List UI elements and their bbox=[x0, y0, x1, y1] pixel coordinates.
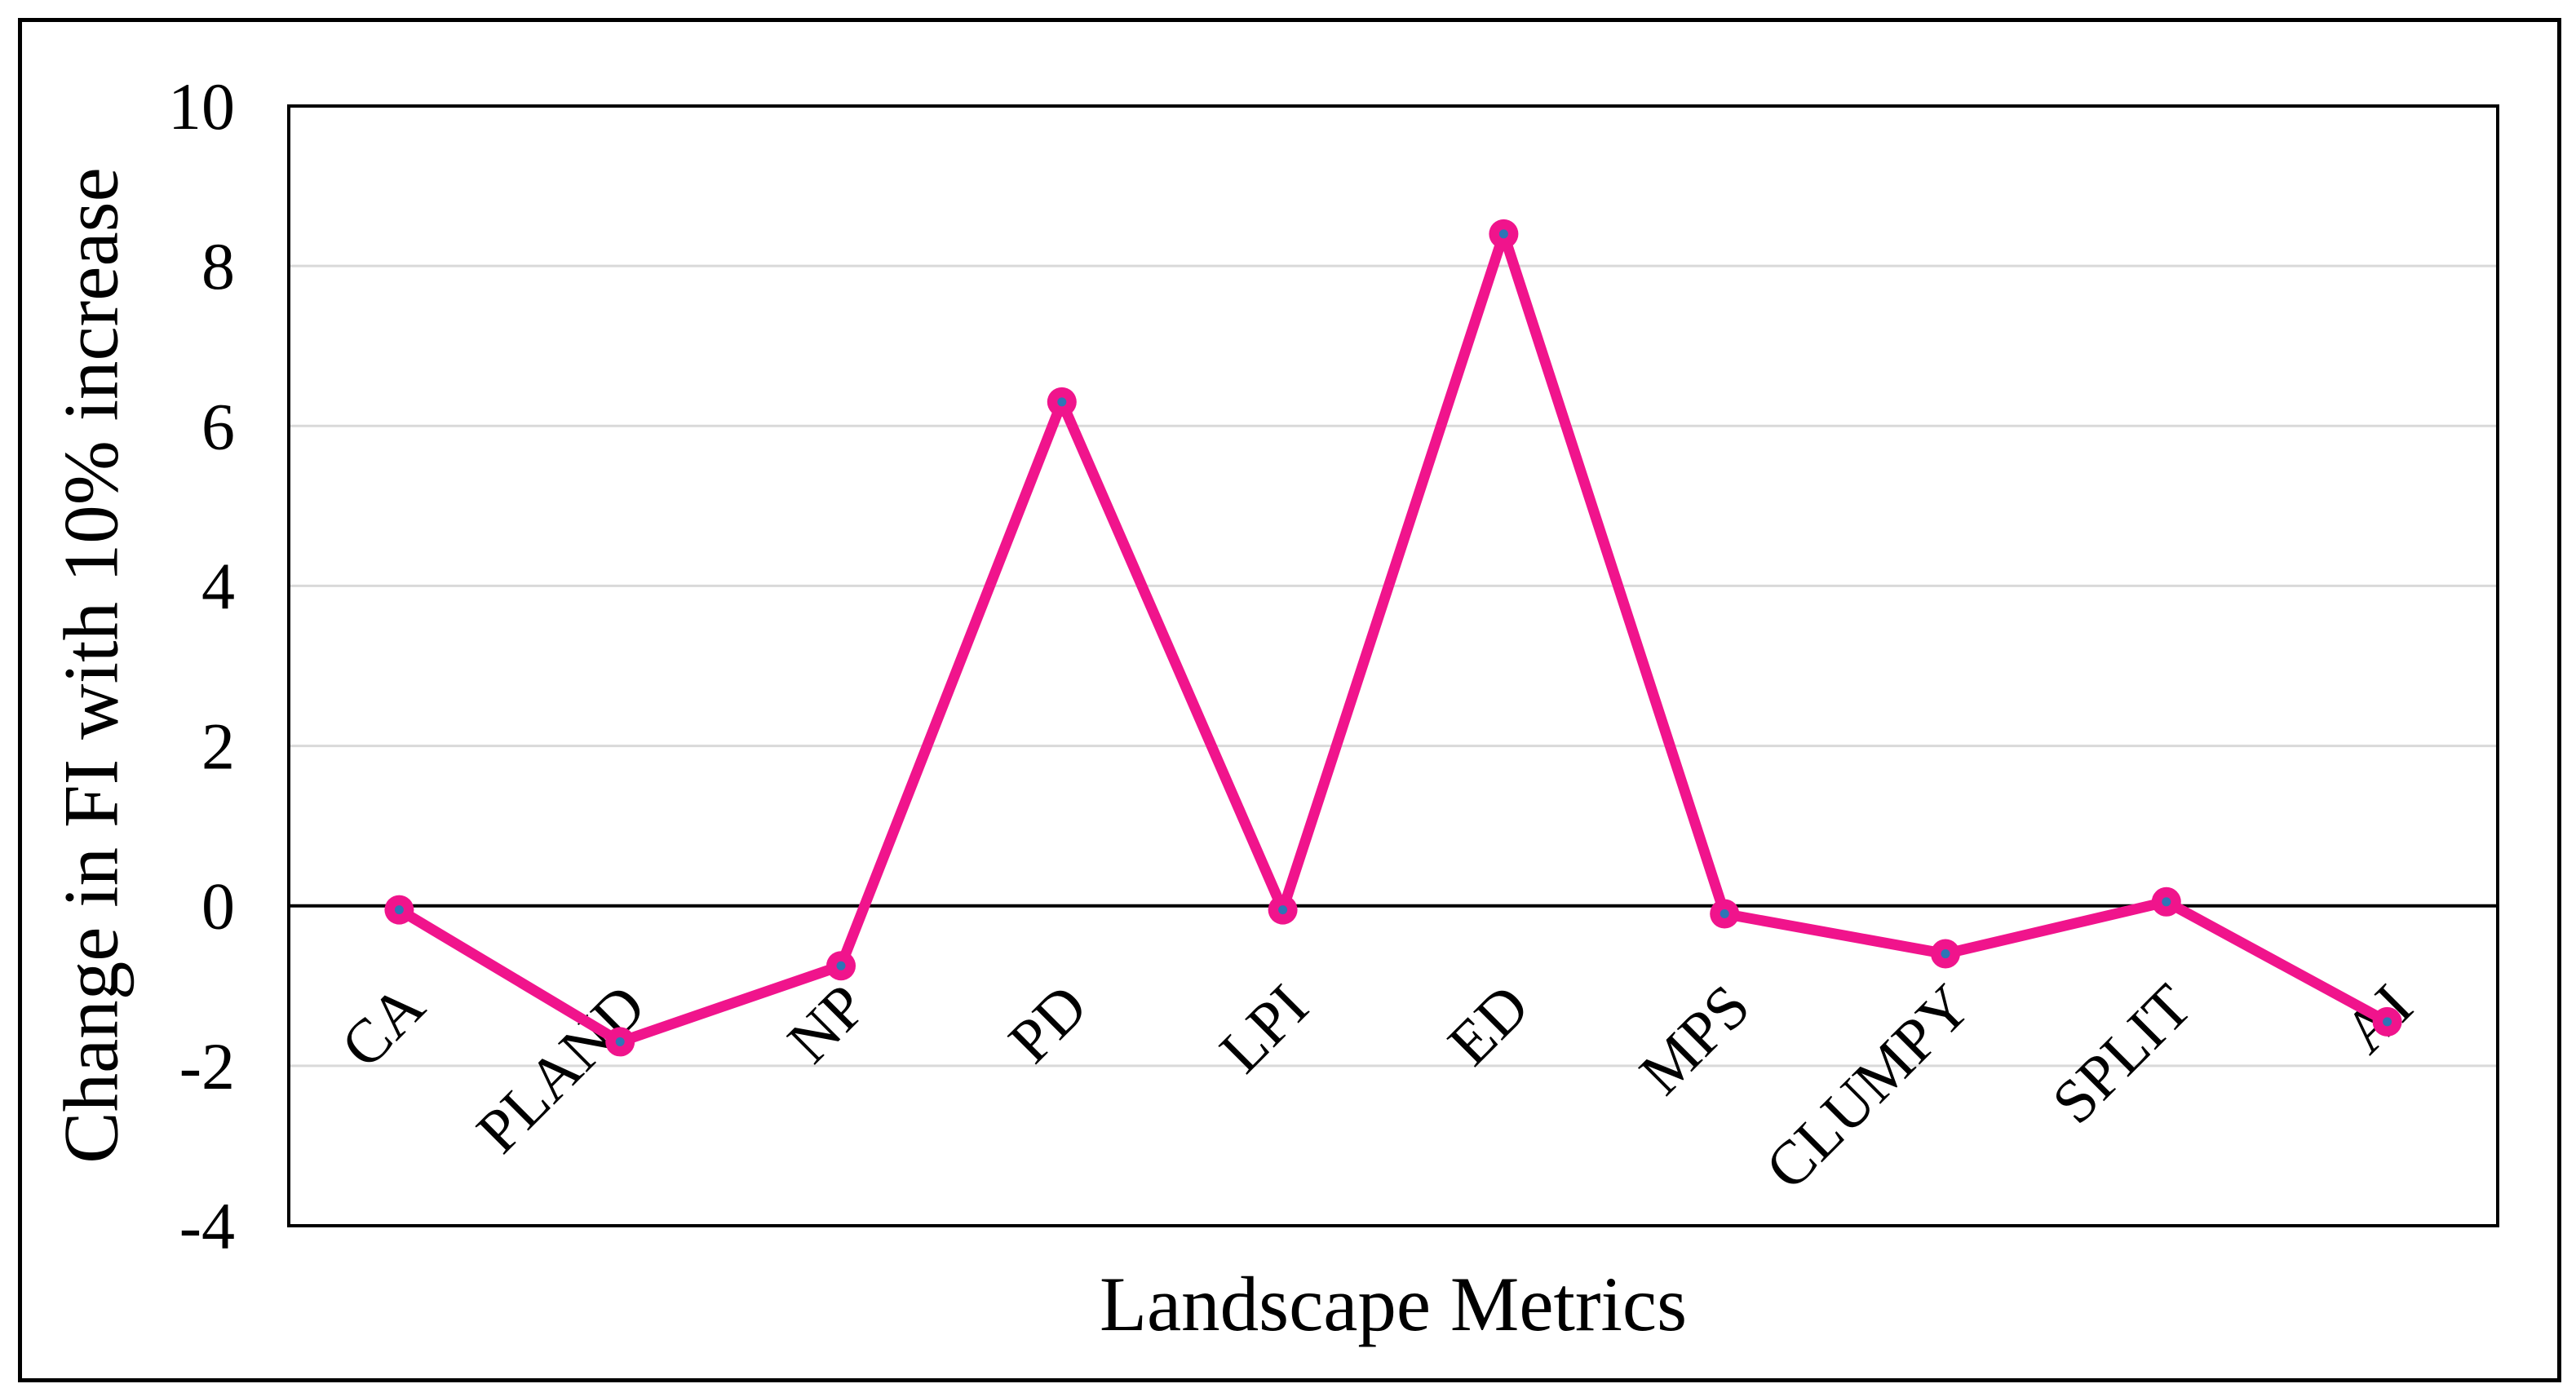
data-point-center-dot bbox=[836, 961, 846, 970]
data-point-center-dot bbox=[1498, 229, 1508, 239]
y-tick-label: 8 bbox=[201, 229, 235, 303]
data-point-center-dot bbox=[615, 1037, 625, 1046]
y-tick-label: -4 bbox=[179, 1189, 235, 1263]
y-tick-label: 6 bbox=[201, 389, 235, 463]
y-tick-label: 4 bbox=[201, 549, 235, 623]
data-point-center-dot bbox=[394, 905, 404, 915]
data-point-center-dot bbox=[2383, 1017, 2392, 1027]
x-category-label: CA bbox=[328, 971, 437, 1081]
data-point-center-dot bbox=[1720, 909, 1729, 919]
data-point-center-dot bbox=[2162, 897, 2171, 907]
y-tick-label: -2 bbox=[179, 1029, 235, 1103]
x-category-label: SPLIT bbox=[2039, 971, 2205, 1137]
data-point-center-dot bbox=[1278, 905, 1288, 915]
x-category-label: MPS bbox=[1627, 971, 1763, 1107]
figure-border bbox=[18, 18, 2561, 1382]
x-category-label: CLUMPY bbox=[1753, 971, 1984, 1202]
plot-border bbox=[287, 104, 2499, 1227]
data-point-center-dot bbox=[1941, 949, 1950, 959]
x-category-label: PD bbox=[996, 971, 1100, 1076]
data-point-center-dot bbox=[1057, 397, 1067, 407]
data-series-line bbox=[393, 228, 2393, 1047]
y-tick-label: 2 bbox=[201, 710, 235, 784]
x-category-label: ED bbox=[1435, 971, 1542, 1078]
x-axis-title: Landscape Metrics bbox=[1099, 1261, 1688, 1347]
y-tick-label: 0 bbox=[201, 869, 235, 944]
y-tick-label: 10 bbox=[168, 69, 235, 144]
x-category-label: LPI bbox=[1207, 971, 1321, 1085]
